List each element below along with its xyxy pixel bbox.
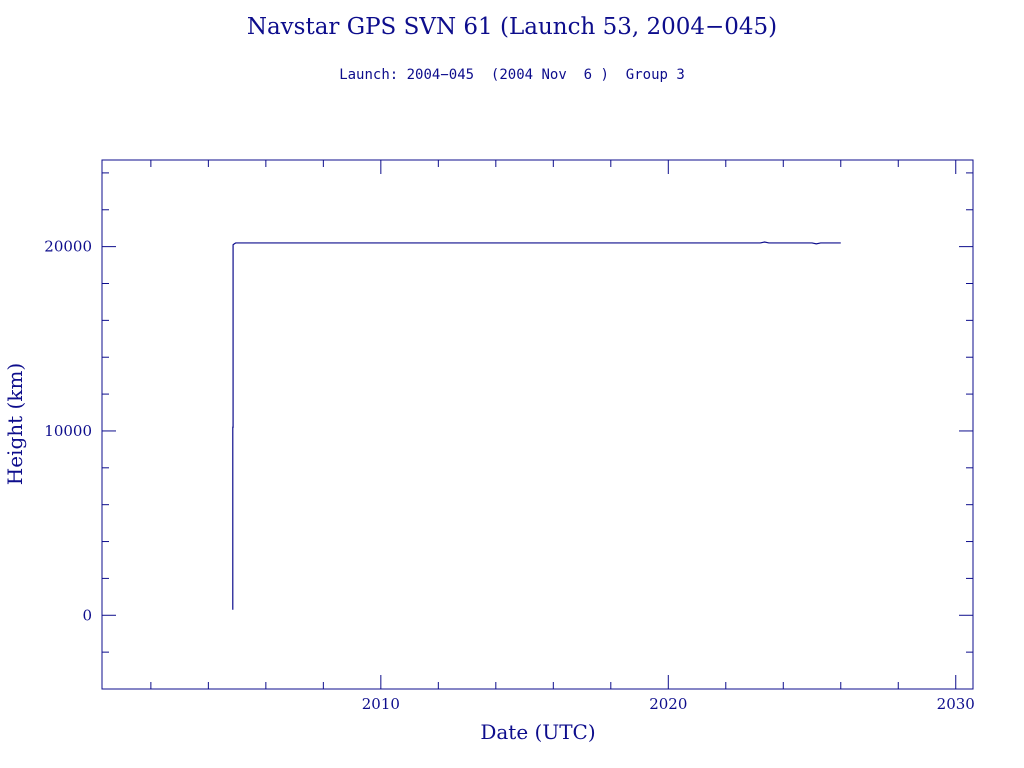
axis-ticks bbox=[102, 160, 973, 690]
chart-subtitle: Launch: 2004−045 (2004 Nov 6 ) Group 3 bbox=[339, 67, 685, 83]
y-tick-label: 0 bbox=[82, 606, 92, 624]
y-tick-label: 10000 bbox=[44, 422, 92, 440]
x-tick-label: 2030 bbox=[937, 695, 975, 713]
tick-labels: 2010 2020 2030 0 10000 20000 bbox=[44, 238, 975, 713]
series-line-0 bbox=[232, 241, 841, 610]
plot-frame bbox=[101, 159, 974, 690]
x-tick-label: 2010 bbox=[362, 695, 400, 713]
x-axis-label: Date (UTC) bbox=[480, 720, 595, 744]
chart-title: Navstar GPS SVN 61 (Launch 53, 2004−045) bbox=[246, 14, 778, 40]
y-axis-label: Height (km) bbox=[3, 363, 27, 485]
x-tick-label: 2020 bbox=[649, 695, 687, 713]
y-tick-label: 20000 bbox=[44, 238, 92, 256]
series-group bbox=[232, 241, 841, 610]
